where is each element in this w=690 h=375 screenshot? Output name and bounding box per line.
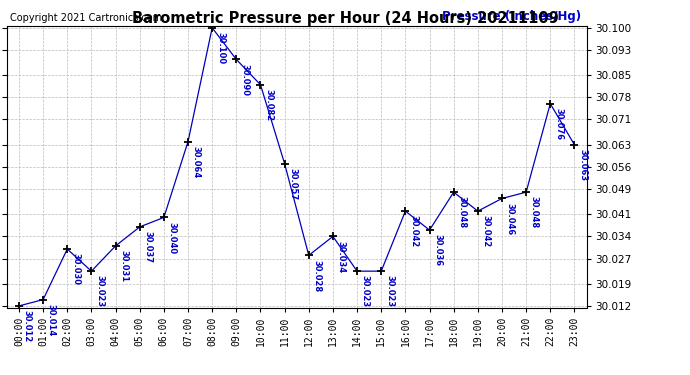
Text: 30.031: 30.031 <box>119 250 128 282</box>
Text: 30.030: 30.030 <box>71 253 80 285</box>
Text: 30.040: 30.040 <box>168 222 177 254</box>
Text: 30.012: 30.012 <box>23 310 32 342</box>
Text: 30.082: 30.082 <box>264 89 273 121</box>
Text: 30.042: 30.042 <box>409 215 418 248</box>
Text: 30.076: 30.076 <box>554 108 563 140</box>
Text: Copyright 2021 Cartronics.com: Copyright 2021 Cartronics.com <box>10 13 162 23</box>
Text: Barometric Pressure per Hour (24 Hours) 20211109: Barometric Pressure per Hour (24 Hours) … <box>132 11 558 26</box>
Text: 30.037: 30.037 <box>144 231 152 263</box>
Text: 30.028: 30.028 <box>313 260 322 292</box>
Text: 30.048: 30.048 <box>530 196 539 228</box>
Text: 30.064: 30.064 <box>192 146 201 178</box>
Text: 30.023: 30.023 <box>95 275 104 308</box>
Text: 30.023: 30.023 <box>361 275 370 308</box>
Text: 30.057: 30.057 <box>288 168 297 200</box>
Text: 30.036: 30.036 <box>433 234 442 266</box>
Text: 30.090: 30.090 <box>240 64 249 96</box>
Text: 30.023: 30.023 <box>385 275 394 308</box>
Text: 30.100: 30.100 <box>216 32 225 64</box>
Text: 30.048: 30.048 <box>457 196 466 228</box>
Text: 30.063: 30.063 <box>578 149 587 181</box>
Text: 30.014: 30.014 <box>47 304 56 336</box>
Text: 30.034: 30.034 <box>337 241 346 273</box>
Text: Pressure (Inches/Hg): Pressure (Inches/Hg) <box>442 10 581 23</box>
Text: 30.042: 30.042 <box>482 215 491 248</box>
Text: 30.046: 30.046 <box>506 202 515 235</box>
